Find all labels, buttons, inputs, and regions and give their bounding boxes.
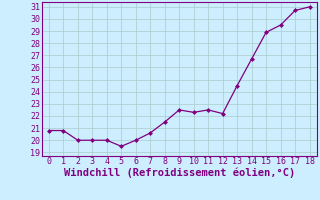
X-axis label: Windchill (Refroidissement éolien,°C): Windchill (Refroidissement éolien,°C) [64, 168, 295, 178]
